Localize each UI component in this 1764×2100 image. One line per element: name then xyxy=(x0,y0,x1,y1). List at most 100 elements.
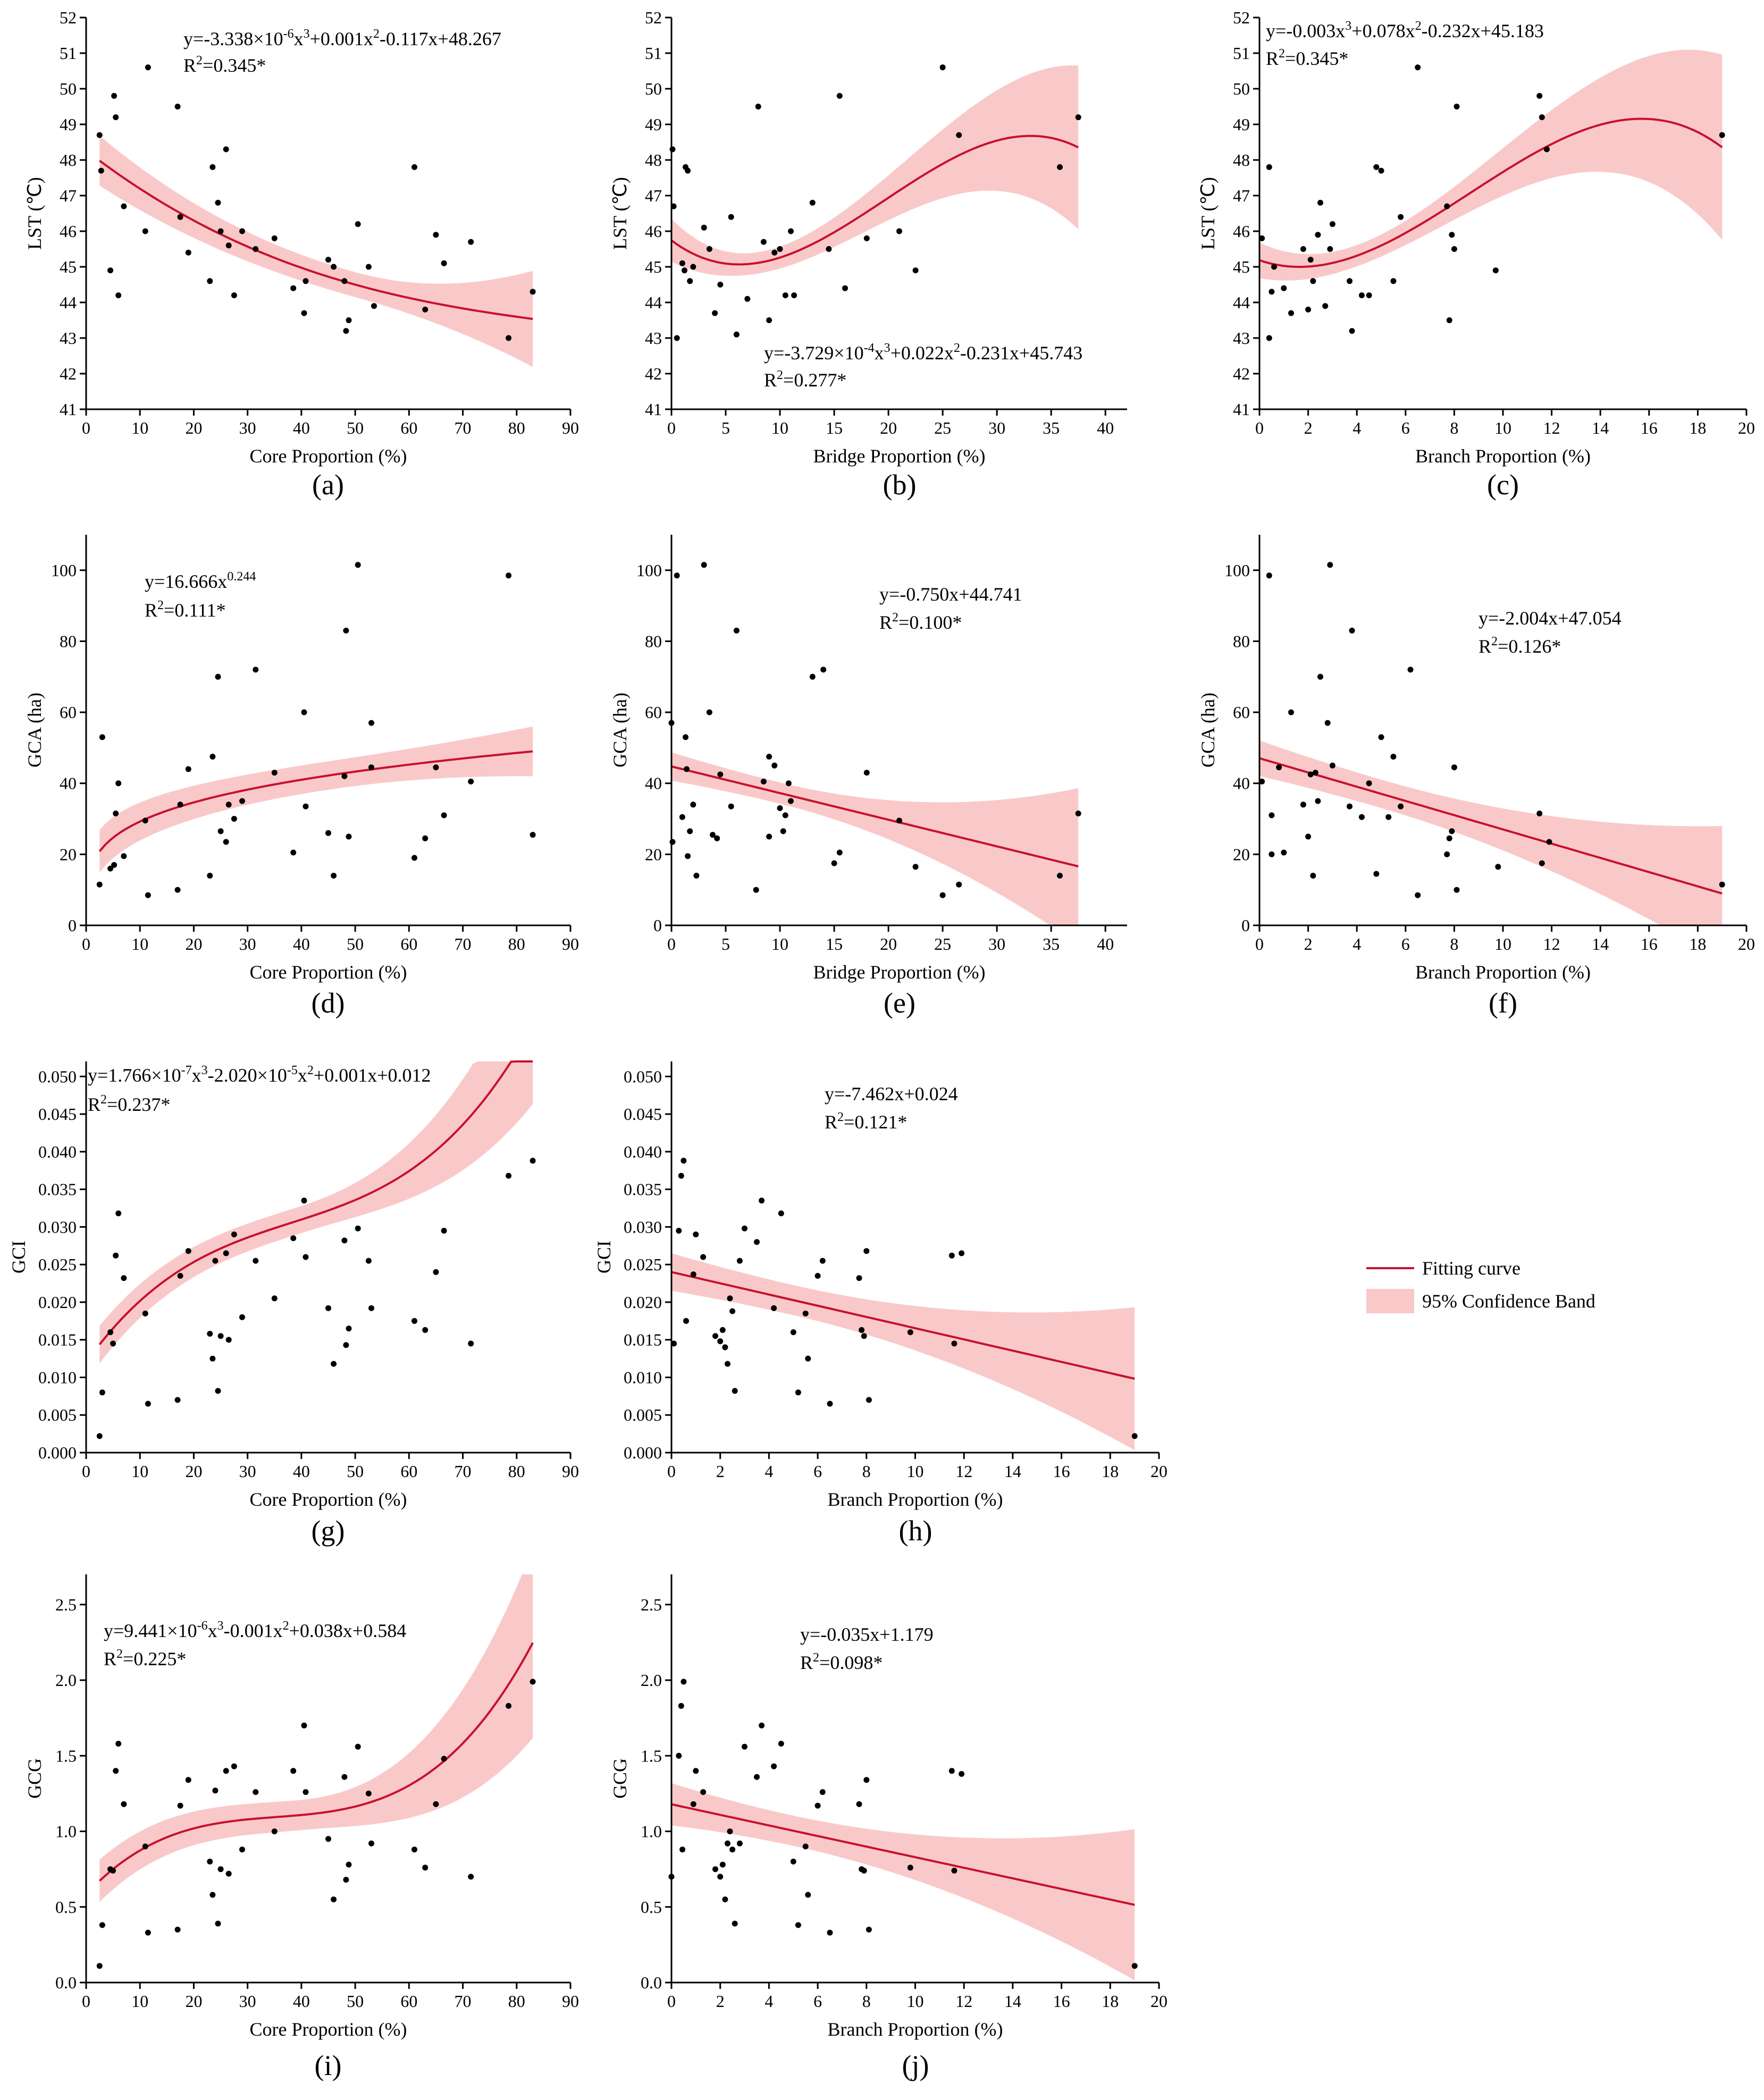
r-squared-value: =0.345* xyxy=(1285,48,1348,69)
y-tick-label: 40 xyxy=(1233,774,1250,793)
panel-label: (i) xyxy=(315,2050,342,2081)
data-point xyxy=(422,1327,429,1333)
fit-equation: y=-3.338×10-6x3+0.001x2-0.117x+48.267 xyxy=(183,27,501,49)
data-point xyxy=(684,766,690,772)
data-point xyxy=(788,798,794,804)
equation-part: x xyxy=(208,1620,217,1641)
r-squared-value: =0.345* xyxy=(203,55,266,76)
x-tick-label: 0 xyxy=(667,1462,676,1481)
fit-equation: y=-3.729×10-4x3+0.022x2-0.231x+45.743 xyxy=(764,341,1082,364)
data-point xyxy=(341,1774,348,1780)
data-point xyxy=(836,92,843,99)
x-tick-label: 2 xyxy=(716,1992,725,2011)
r-squared: R2=0.277* xyxy=(764,368,846,391)
equation-part: +0.001x+0.012 xyxy=(314,1065,431,1086)
data-point xyxy=(742,1225,747,1232)
data-point xyxy=(676,1752,682,1759)
data-point xyxy=(791,292,797,299)
x-tick-label: 0 xyxy=(667,934,676,954)
y-tick-label: 0.5 xyxy=(641,1897,662,1917)
equation-part: 3 xyxy=(201,1064,208,1077)
data-point xyxy=(1539,860,1545,866)
panel-label: (g) xyxy=(312,1515,345,1547)
panel-h: 0 2 4 6 8 10 12 14 16 18 20 0.000 0.005 0.010 0.015 0.0… xyxy=(593,1061,1167,1547)
data-point xyxy=(355,1743,361,1750)
panel-c: 0 2 4 6 8 10 12 14 16 18 2041424344454647484950515… xyxy=(1197,8,1755,501)
data-point xyxy=(754,1774,760,1780)
fit-equation: y=9.441×10-6x3-0.001x2+0.038x+0.584 xyxy=(104,1619,406,1641)
y-tick-label: 49 xyxy=(1233,115,1250,134)
data-point xyxy=(814,1272,821,1279)
y-tick-label: 50 xyxy=(645,79,662,98)
r-squared-value: =0.111* xyxy=(164,600,226,621)
data-point xyxy=(1415,892,1421,898)
x-tick-label: 0 xyxy=(82,1462,90,1481)
data-point xyxy=(1057,164,1063,170)
data-point xyxy=(98,167,104,174)
data-point xyxy=(1349,627,1355,634)
x-tick-label: 14 xyxy=(1004,1992,1021,2011)
data-point xyxy=(174,887,181,893)
x-tick-label: 20 xyxy=(1738,418,1755,437)
data-point xyxy=(1329,221,1335,227)
data-point xyxy=(1366,780,1372,787)
y-tick-label: 48 xyxy=(645,150,662,170)
data-point xyxy=(110,1340,116,1347)
y-tick-label: 0.000 xyxy=(38,1443,77,1462)
data-point xyxy=(411,164,417,170)
r-squared: R2=0.126* xyxy=(1479,635,1561,657)
data-point xyxy=(1315,798,1321,804)
data-point xyxy=(185,1248,191,1254)
data-point xyxy=(290,1235,297,1242)
data-point xyxy=(1324,720,1331,726)
y-tick-label: 0.010 xyxy=(624,1368,662,1387)
data-point xyxy=(121,1275,127,1281)
data-point xyxy=(687,278,693,284)
x-tick-label: 20 xyxy=(1150,1462,1167,1481)
data-point xyxy=(842,285,848,291)
y-tick-label: 80 xyxy=(60,631,77,651)
data-point xyxy=(301,1197,307,1204)
panels: 0 10 20 30 40 50 60 70 80 90414243444546474849505… xyxy=(8,8,1755,2081)
data-point xyxy=(681,1158,687,1164)
data-point xyxy=(717,771,724,778)
data-point xyxy=(679,814,685,820)
data-point xyxy=(788,228,794,234)
r-squared-symbol: R xyxy=(183,55,196,76)
fit-equation: y=-0.750x+44.741 xyxy=(879,584,1022,605)
data-point xyxy=(411,1846,417,1853)
y-tick-label: 52 xyxy=(645,8,662,27)
data-point xyxy=(96,1963,103,1969)
y-tick-label: 2.5 xyxy=(641,1595,662,1614)
x-tick-label: 25 xyxy=(934,934,951,954)
y-tick-label: 44 xyxy=(60,293,77,312)
x-tick-label: 12 xyxy=(955,1992,972,2011)
data-point xyxy=(790,1858,796,1865)
data-point xyxy=(861,1333,867,1339)
y-tick-label: 0 xyxy=(68,916,77,935)
x-tick-label: 50 xyxy=(347,1462,364,1481)
y-tick-label: 49 xyxy=(645,115,662,134)
data-point xyxy=(1378,167,1384,174)
data-point xyxy=(717,1874,724,1880)
data-point xyxy=(441,1756,447,1762)
y-tick-label: 0.0 xyxy=(641,1973,662,1992)
data-point xyxy=(1281,849,1287,856)
data-point xyxy=(207,1858,213,1865)
data-point xyxy=(866,1397,872,1403)
data-point xyxy=(177,1802,183,1809)
y-tick-label: 1.5 xyxy=(641,1746,662,1765)
y-tick-label: 2.5 xyxy=(55,1595,77,1614)
fitting-curve-h xyxy=(671,1271,1135,1380)
data-point xyxy=(113,1252,119,1259)
fitting-curve-g xyxy=(98,1060,533,1345)
data-point xyxy=(223,1768,229,1774)
equation-part: x xyxy=(192,1065,201,1086)
data-point xyxy=(215,199,221,206)
data-point xyxy=(939,892,946,898)
data-point xyxy=(719,1327,726,1333)
y-tick-label: 41 xyxy=(645,400,662,419)
data-point xyxy=(754,1239,760,1245)
data-point xyxy=(1446,835,1452,841)
y-tick-label: 42 xyxy=(60,364,77,383)
